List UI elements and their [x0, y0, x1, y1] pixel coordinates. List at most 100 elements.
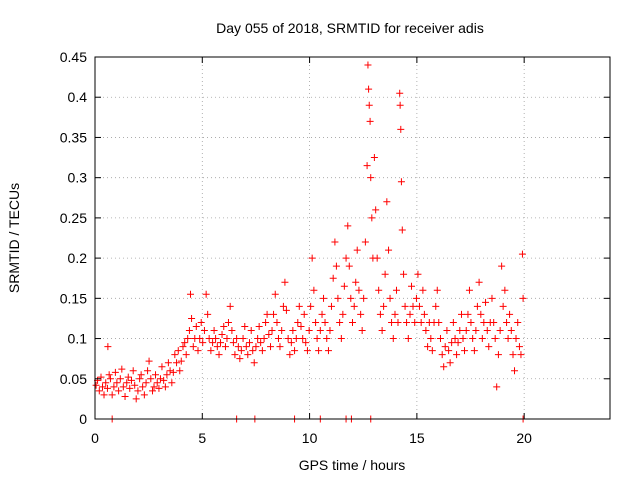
data-point [459, 335, 467, 343]
data-point [244, 351, 252, 359]
data-point [270, 310, 278, 318]
data-point [440, 363, 448, 371]
data-point [105, 371, 113, 379]
data-point [337, 335, 345, 343]
data-point [504, 335, 512, 343]
data-point [488, 294, 496, 302]
data-point [115, 387, 123, 395]
data-point [209, 339, 217, 347]
data-point [237, 347, 245, 355]
data-point [239, 335, 247, 343]
data-point [511, 367, 519, 375]
data-point [131, 381, 139, 389]
data-point [363, 162, 371, 170]
data-point [409, 302, 417, 310]
data-point [279, 302, 287, 310]
data-point [396, 101, 404, 109]
data-point [483, 327, 491, 335]
data-point [111, 368, 119, 376]
data-point [163, 371, 171, 379]
data-point [449, 318, 457, 326]
data-point [127, 376, 135, 384]
data-point [509, 351, 517, 359]
data-point [451, 335, 459, 343]
data-point [184, 335, 192, 343]
data-point [417, 318, 425, 326]
data-point [389, 335, 397, 343]
data-point [320, 294, 328, 302]
data-point [372, 206, 380, 214]
data-point [278, 327, 286, 335]
data-point [350, 302, 358, 310]
data-point [507, 327, 515, 335]
data-point [375, 286, 383, 294]
data-point [302, 339, 310, 347]
data-point [365, 85, 373, 93]
data-point [373, 254, 381, 262]
data-point [406, 310, 414, 318]
data-point [441, 343, 449, 351]
data-point [186, 290, 194, 298]
data-point [491, 335, 499, 343]
data-point [295, 302, 303, 310]
data-point [241, 322, 249, 330]
data-point [503, 318, 511, 326]
data-point [478, 335, 486, 343]
data-point [242, 343, 250, 351]
x-tick-label: 0 [91, 430, 99, 446]
data-point [197, 318, 205, 326]
data-point [464, 310, 472, 318]
data-point [345, 262, 353, 270]
data-point [156, 375, 164, 383]
data-point [349, 318, 356, 326]
data-point [326, 327, 334, 335]
data-point [192, 322, 200, 330]
data-point [332, 262, 340, 270]
data-point [394, 318, 402, 326]
data-point [97, 373, 105, 381]
data-point [331, 238, 339, 246]
data-point [121, 392, 129, 400]
data-point [515, 343, 523, 351]
data-point [289, 327, 297, 335]
data-point [118, 365, 126, 373]
data-point [412, 294, 420, 302]
data-point [210, 327, 218, 335]
data-point [294, 318, 302, 326]
data-point [99, 383, 107, 391]
data-point [150, 383, 158, 391]
data-point [233, 335, 241, 343]
plot-frame [94, 56, 611, 420]
data-point [339, 310, 347, 318]
data-point [392, 286, 400, 294]
data-point [152, 371, 160, 379]
data-point [147, 375, 155, 383]
data-point [126, 384, 134, 392]
data-point [220, 322, 228, 330]
data-point [365, 101, 373, 109]
data-point [456, 327, 464, 335]
data-point [428, 347, 436, 355]
data-point [164, 359, 172, 367]
axis-ticks [94, 56, 610, 420]
data-point [506, 310, 514, 318]
data-point [465, 286, 473, 294]
data-point [323, 335, 331, 343]
data-point [160, 376, 168, 384]
data-point [149, 387, 157, 395]
data-point [419, 286, 427, 294]
data-point [260, 335, 268, 343]
data-point [321, 318, 329, 326]
data-point [92, 381, 100, 389]
data-point [458, 310, 466, 318]
data-point [433, 286, 441, 294]
grid-lines [95, 57, 610, 419]
data-point [316, 327, 324, 335]
y-tick-label: 0.3 [68, 170, 88, 186]
data-point [400, 270, 408, 278]
data-point [403, 318, 411, 326]
data-point [236, 355, 244, 363]
data-point [155, 384, 163, 392]
data-point [494, 351, 502, 359]
data-point [397, 125, 405, 133]
